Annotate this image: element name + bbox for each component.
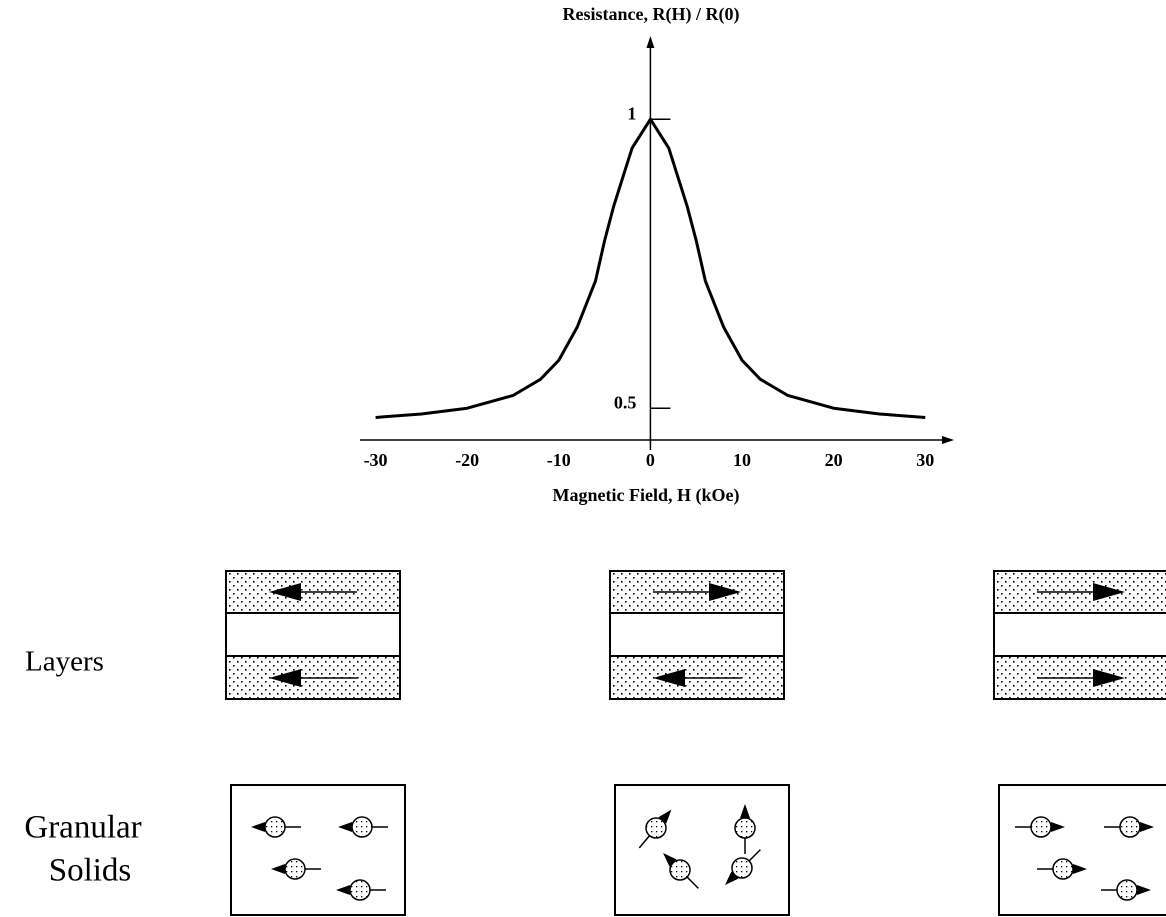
granular-label: Granular: [24, 810, 141, 846]
y-axis-title: Resistance, R(H) / R(0): [563, 4, 740, 25]
layer-arrowhead: [709, 583, 741, 601]
grain: [284, 858, 306, 880]
grain: [734, 817, 756, 839]
spin-head: [725, 871, 739, 885]
grain: [264, 816, 286, 838]
spin-head: [251, 822, 265, 832]
spin-head: [1140, 822, 1154, 832]
x-tick-label: -30: [364, 450, 388, 470]
granular-box: [230, 784, 406, 916]
x-tick-label: 0: [646, 450, 655, 470]
diagram: [225, 570, 1166, 916]
x-tick-label: 10: [733, 450, 751, 470]
y-axis-arrow: [646, 36, 655, 48]
x-tick-label: -10: [547, 450, 571, 470]
x-tick-label: 30: [916, 450, 934, 470]
spin-head: [1051, 822, 1065, 832]
x-tick-label: -20: [455, 450, 479, 470]
grain: [1030, 816, 1052, 838]
layers-label: Layers: [25, 646, 104, 678]
grain: [731, 857, 753, 879]
spin-head: [338, 822, 352, 832]
y-tick-label: 1: [627, 103, 636, 123]
grain: [349, 879, 371, 901]
y-tick-label: 0.5: [614, 392, 637, 412]
layer-spacer: [609, 612, 785, 657]
spin-head: [658, 809, 672, 824]
curve: [375, 117, 926, 419]
spin-head: [1073, 864, 1087, 874]
layer-arrowhead: [1093, 669, 1125, 687]
spin-head: [1137, 885, 1151, 895]
granular-box: [998, 784, 1166, 916]
spin-head: [336, 885, 350, 895]
layer-spacer: [993, 612, 1166, 657]
layer-spacer: [225, 612, 401, 657]
layer-arrowhead: [1093, 583, 1125, 601]
grain: [669, 859, 691, 881]
granular-box: [614, 784, 790, 916]
grain: [351, 816, 373, 838]
spin-head: [271, 864, 285, 874]
grain: [1116, 879, 1138, 901]
layer-arrowhead: [269, 669, 301, 687]
granular-label: Solids: [49, 853, 132, 889]
spin-head: [740, 804, 750, 818]
layer-arrowhead: [269, 583, 301, 601]
spin-head: [663, 853, 677, 867]
layer-arrowhead: [653, 669, 685, 687]
layer-top: [609, 570, 785, 614]
x-axis-title: Magnetic Field, H (kOe): [553, 485, 740, 506]
grain: [645, 817, 667, 839]
grain: [1052, 858, 1074, 880]
grain: [1119, 816, 1141, 838]
x-tick-label: 20: [825, 450, 843, 470]
x-axis-arrow: [942, 436, 954, 444]
